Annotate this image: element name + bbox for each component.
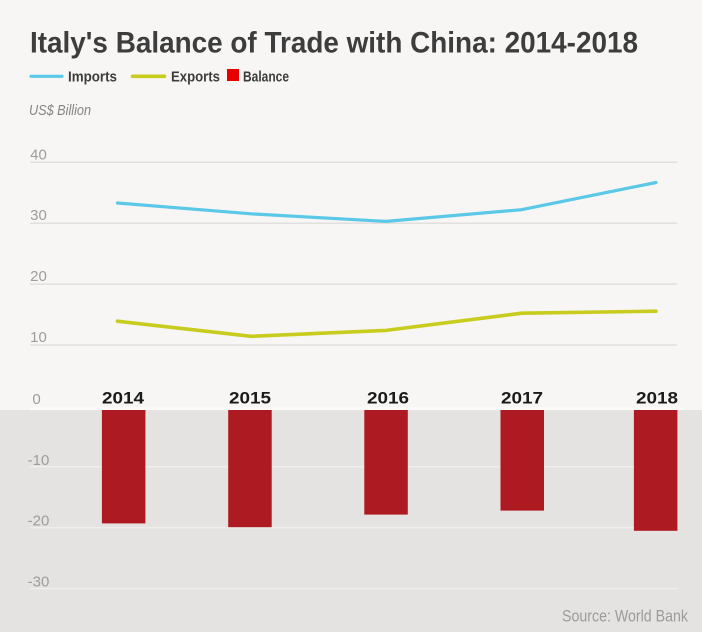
svg-text:-10: -10 (28, 452, 50, 469)
svg-text:2016: 2016 (367, 389, 409, 408)
svg-text:40: 40 (30, 146, 47, 163)
svg-text:-20: -20 (28, 513, 50, 530)
svg-text:Balance: Balance (243, 68, 289, 85)
svg-text:2014: 2014 (102, 389, 145, 408)
svg-text:0: 0 (32, 391, 40, 408)
svg-text:2018: 2018 (636, 389, 678, 408)
svg-text:-30: -30 (28, 574, 50, 591)
svg-text:Source: World Bank: Source: World Bank (562, 607, 688, 626)
svg-text:US$ Billion: US$ Billion (29, 102, 91, 119)
svg-text:Exports: Exports (171, 68, 220, 85)
svg-text:20: 20 (30, 268, 47, 285)
svg-text:2015: 2015 (229, 389, 271, 408)
svg-text:10: 10 (30, 329, 47, 346)
svg-text:Italy's Balance of Trade with: Italy's Balance of Trade with China: 201… (30, 26, 638, 59)
svg-text:30: 30 (30, 207, 47, 224)
svg-text:2017: 2017 (501, 389, 543, 408)
svg-text:Imports: Imports (68, 68, 117, 85)
